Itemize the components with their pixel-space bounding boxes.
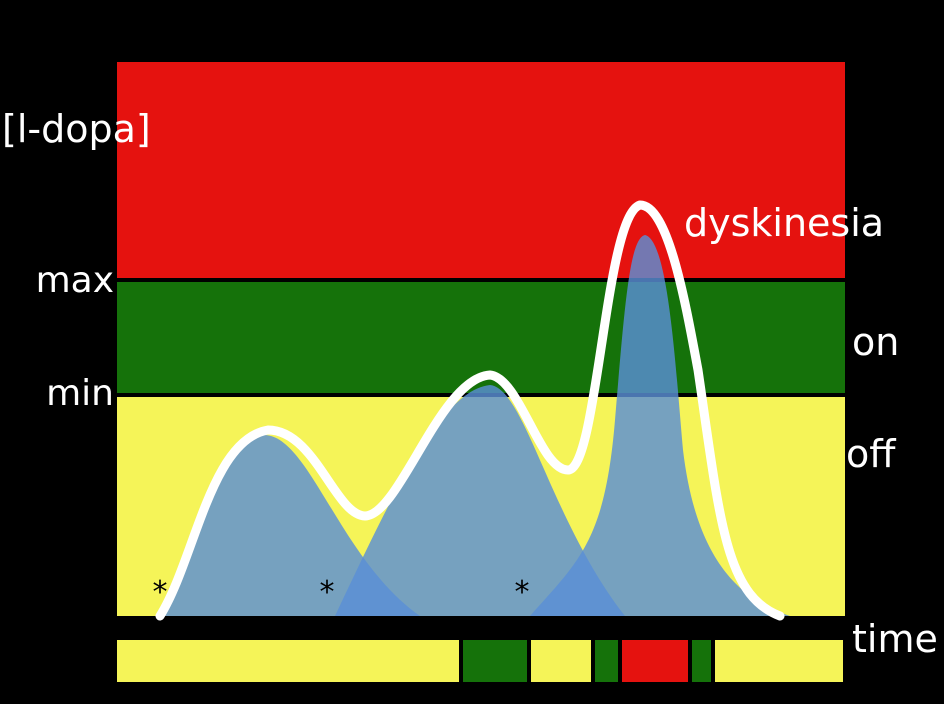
total-concentration-curve: [155, 200, 785, 621]
max-label: max: [36, 260, 114, 301]
dose-marker-3: *: [515, 575, 530, 610]
y-axis-label: [l-dopa]: [2, 107, 151, 151]
timeline-segment-on: [595, 640, 618, 682]
off-label: off: [846, 432, 896, 476]
dose-marker-1: *: [153, 575, 168, 610]
timeline-segment-on: [692, 640, 711, 682]
dose-marker-2: *: [320, 575, 335, 610]
timeline-segment-off: [117, 640, 459, 682]
timeline-segment-dyskinesia: [622, 640, 688, 682]
dose-curves: [165, 235, 790, 616]
timeline-bar: [117, 640, 843, 682]
timeline-segment-on: [463, 640, 527, 682]
x-axis-label: time: [852, 617, 938, 661]
timeline-segment-off: [531, 640, 591, 682]
on-label: on: [852, 320, 899, 364]
dose-curve-3: [530, 235, 790, 616]
timeline-segment-off: [715, 640, 843, 682]
dose-curve-1: [165, 435, 420, 616]
dyskinesia-label: dyskinesia: [684, 201, 884, 245]
dose-curve-2: [335, 385, 625, 616]
dyskinesia-zone: [117, 62, 845, 278]
min-label: min: [46, 373, 114, 414]
